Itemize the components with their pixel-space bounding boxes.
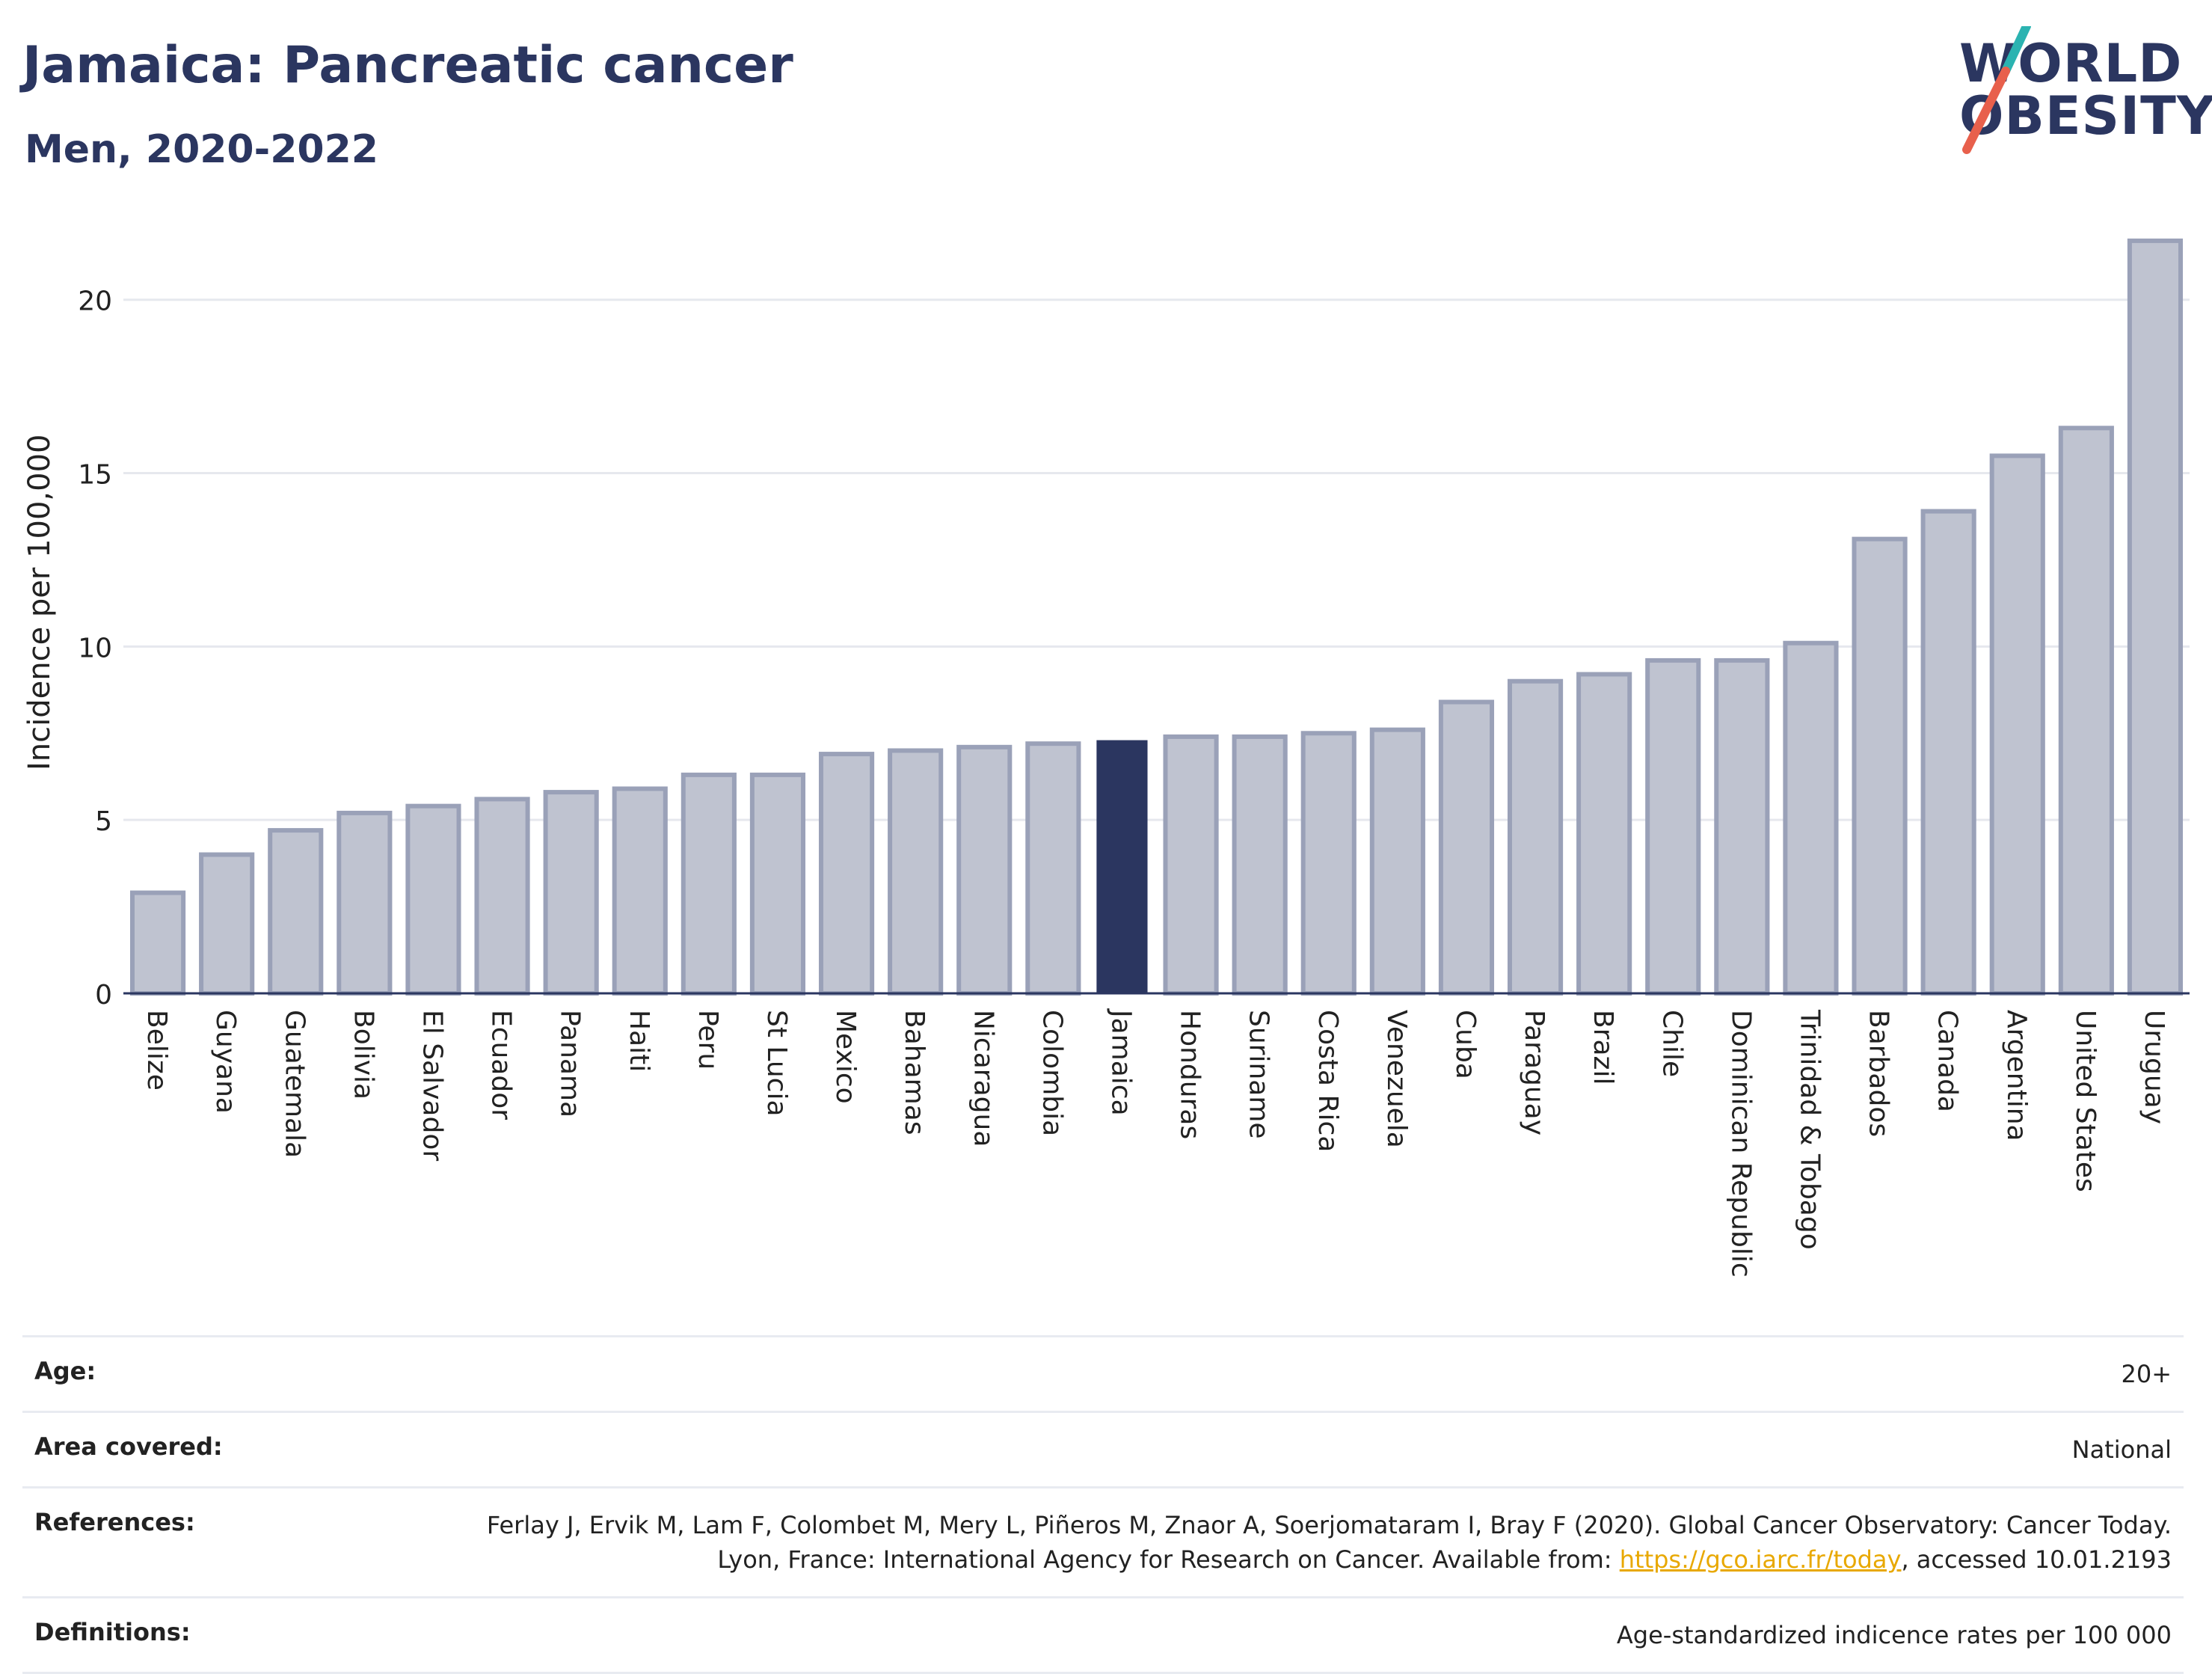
x-tick-label: Chile (1656, 1010, 1687, 1077)
references-text-1: Ferlay J, Ervik M, Lam F, Colombet M, Me… (486, 1511, 2172, 1574)
x-tick-label: Haiti (624, 1010, 654, 1072)
bar (1163, 734, 1219, 996)
area-label: Area covered: (34, 1432, 223, 1461)
x-tick-label: Belize (141, 1010, 172, 1091)
bar (1920, 509, 1976, 996)
bar (749, 772, 806, 996)
bar (543, 790, 599, 996)
bar (474, 797, 530, 996)
x-tick-label: Colombia (1036, 1010, 1067, 1136)
bar (1438, 699, 1495, 996)
bar (1300, 731, 1357, 996)
x-tick-label: Guyana (210, 1010, 241, 1114)
x-tick-label: Jamaica (1105, 1008, 1136, 1116)
age-label: Age: (34, 1357, 96, 1385)
y-tick-label: 15 (78, 460, 112, 491)
y-tick-label: 0 (95, 980, 112, 1011)
meta-row-age: Age: 20+ (22, 1335, 2184, 1411)
bar (1645, 657, 1701, 996)
meta-row-references: References: Ferlay J, Ervik M, Lam F, Co… (22, 1486, 2184, 1596)
bar (1576, 672, 1632, 996)
bar (405, 803, 461, 996)
bar (2058, 426, 2114, 996)
bar (1714, 657, 1770, 996)
meta-row-definitions: Definitions: Age-standardized indicence … (22, 1596, 2184, 1674)
x-tick-label: Venezuela (1381, 1010, 1412, 1148)
x-tick-label: Trinidad & Tobago (1794, 1009, 1825, 1250)
y-tick-label: 5 (95, 806, 112, 837)
x-tick-label: Mexico (830, 1010, 861, 1104)
bar (1025, 741, 1081, 996)
y-tick-label: 10 (78, 633, 112, 663)
x-tick-label: Suriname (1244, 1010, 1274, 1139)
x-tick-label: Panama (555, 1010, 586, 1117)
bar (199, 852, 255, 996)
x-tick-label: Honduras (1175, 1010, 1205, 1139)
x-tick-label: El Salvador (417, 1010, 447, 1161)
y-tick-label: 20 (78, 286, 112, 317)
x-tick-label: Paraguay (1519, 1010, 1549, 1135)
x-tick-label: Uruguay (2139, 1010, 2169, 1124)
x-tick-label: United States (2070, 1010, 2101, 1192)
area-value: National (2071, 1435, 2172, 1464)
meta-row-area: Area covered: National (22, 1411, 2184, 1486)
bar-highlight (1096, 740, 1148, 993)
bar (818, 752, 875, 996)
x-tick-label: Canada (1932, 1010, 1963, 1112)
x-tick-label: Peru (692, 1010, 723, 1070)
bar (2127, 238, 2184, 996)
x-tick-label: Dominican Republic (1725, 1010, 1756, 1278)
definitions-value: Age-standardized indicence rates per 100… (1616, 1621, 2172, 1649)
bar (888, 748, 944, 996)
x-tick-label: Nicaragua (968, 1010, 998, 1147)
definitions-label: Definitions: (34, 1618, 191, 1646)
chart-subtitle: Men, 2020-2022 (25, 127, 378, 172)
world-obesity-logo: WORLD OBESITY (1952, 26, 2212, 161)
bar (1507, 678, 1564, 996)
x-tick-label: Ecuador (486, 1010, 517, 1120)
x-tick-label: Costa Rica (1312, 1010, 1343, 1152)
bar (1232, 734, 1288, 996)
x-tick-label: Cuba (1450, 1010, 1481, 1079)
bar (1852, 536, 1908, 996)
x-tick-label: Argentina (2001, 1010, 2032, 1141)
bar (681, 772, 737, 996)
x-tick-label: St Lucia (761, 1010, 792, 1117)
x-tick-label: Bolivia (348, 1010, 378, 1100)
logo-slash-icon (1962, 26, 2031, 154)
bar (129, 890, 186, 996)
bar (337, 810, 393, 996)
logo-text-line2: OBESITY (1959, 85, 2212, 147)
references-label: References: (34, 1508, 195, 1536)
bar (1369, 727, 1425, 996)
metadata-table: Age: 20+ Area covered: National Referenc… (22, 1335, 2184, 1674)
references-text-2: , accessed 10.01.2193 (1901, 1545, 2172, 1574)
x-tick-label: Barbados (1864, 1010, 1894, 1137)
bar (612, 786, 668, 996)
bar (1783, 640, 1839, 996)
references-value: Ferlay J, Ervik M, Lam F, Colombet M, Me… (452, 1508, 2172, 1577)
x-tick-label: Brazil (1588, 1010, 1618, 1085)
bar (268, 828, 324, 996)
x-tick-label: Bahamas (899, 1010, 930, 1135)
x-tick-label: Guatemala (279, 1010, 310, 1158)
age-value: 20+ (2121, 1360, 2172, 1388)
references-link[interactable]: https://gco.iarc.fr/today (1619, 1545, 1902, 1574)
chart-title: Jamaica: Pancreatic cancer (22, 36, 793, 95)
bar (1989, 453, 2045, 996)
bar-chart: 0 5 10 15 20 Belize Guyana Guatemala Bolivia El S… (78, 238, 2190, 1278)
bar (956, 744, 1013, 996)
